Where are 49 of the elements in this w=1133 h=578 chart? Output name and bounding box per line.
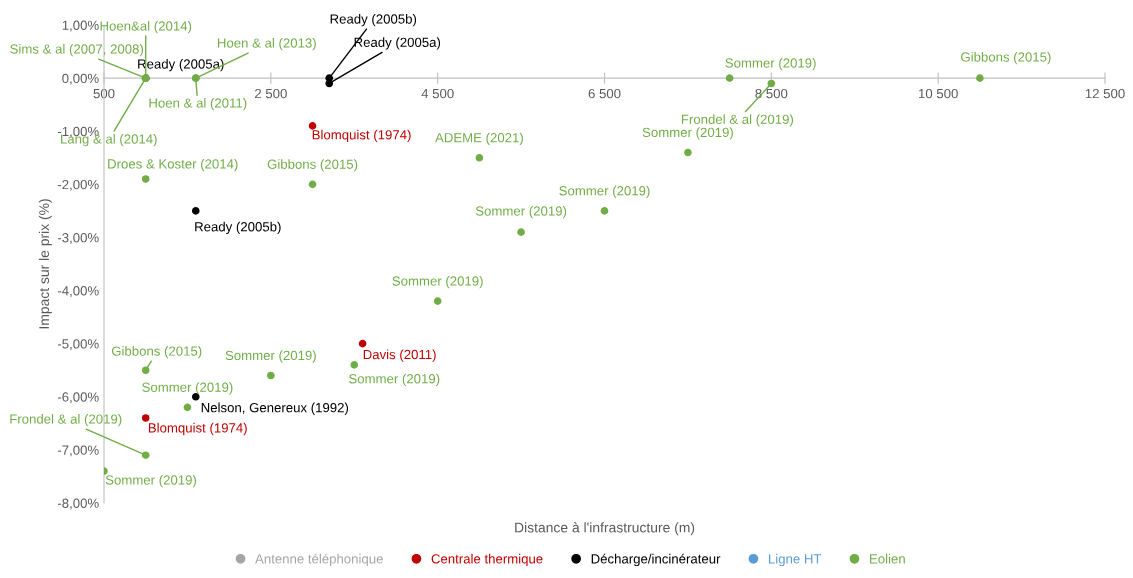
legend-label: Eolien: [870, 553, 905, 564]
annotation: ADEME (2021): [435, 132, 523, 145]
annotation: Gibbons (2015): [267, 159, 358, 172]
x-tick-label: 6 500: [588, 88, 621, 99]
annotation: Frondel & al (2019): [10, 414, 122, 427]
annotation: Ready (2005a): [354, 37, 441, 50]
y-axis-title: Impact sur le prix (%): [38, 199, 52, 329]
legend-label: Décharge/incinérateur: [591, 553, 721, 567]
annotation: Blomquist (1974): [312, 129, 411, 143]
y-tick-label: -2,00%: [57, 179, 99, 191]
y-tick-label: -7,00%: [57, 445, 99, 457]
annotation: Hoen&al (2014): [100, 20, 192, 34]
y-tick-label: -5,00%: [57, 339, 99, 351]
annotation: Hoen & al (2011): [149, 97, 247, 111]
annotation: Sommer (2019): [349, 373, 440, 387]
annotation: Ready (2005b): [330, 13, 417, 27]
x-tick-label: 4 500: [421, 88, 454, 99]
x-tick-label: 10 500: [919, 88, 958, 99]
y-tick-label: -8,00%: [57, 498, 99, 510]
x-axis-title: Distance à l'infrastructure (m): [515, 522, 695, 536]
annotation: Droes & Koster (2014): [108, 158, 238, 172]
x-tick-label: 2 500: [255, 88, 287, 99]
annotation: Nelson, Genereux (1992): [201, 402, 349, 415]
x-tick-label: 500: [93, 88, 115, 99]
annotation: Davis (2011): [363, 349, 436, 362]
annotation: Sommer (2019): [392, 276, 483, 289]
x-tick-label: 12 500: [1085, 88, 1125, 99]
annotation: Sommer (2019): [105, 474, 197, 488]
legend-label: Centrale thermique: [431, 553, 543, 567]
legend-label: Antenne téléphonique: [255, 553, 383, 567]
annotation: Sommer (2019): [642, 127, 733, 140]
annotation: Gibbons (2015): [111, 346, 202, 359]
annotation: Gibbons (2015): [961, 51, 1051, 65]
y-tick-label: -6,00%: [57, 392, 99, 404]
annotation: Blomquist (1974): [148, 422, 247, 436]
annotation: Sommer (2019): [475, 205, 567, 219]
y-tick-label: -3,00%: [57, 233, 99, 244]
annotation: Frondel & al (2019): [681, 114, 793, 127]
annotation: Sommer (2019): [559, 185, 650, 199]
annotation: Sims & al (2007, 2008): [10, 43, 144, 57]
annotation: Sommer (2019): [725, 57, 816, 71]
y-tick-label: -4,00%: [57, 286, 99, 298]
annotation: Sommer (2019): [142, 382, 233, 395]
y-tick-label: 1,00%: [62, 20, 99, 32]
y-tick-label: 0,00%: [62, 73, 99, 85]
legend-label: Ligne HT: [769, 553, 822, 567]
annotation: Sommer (2019): [225, 350, 316, 363]
annotation: Ready (2005b): [195, 221, 281, 235]
annotation: Hoen & al (2013): [217, 37, 316, 51]
